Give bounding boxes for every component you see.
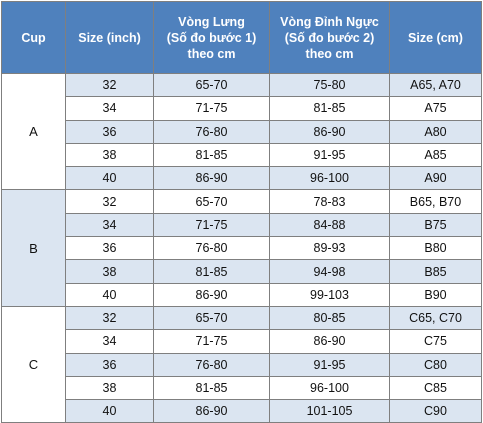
cell-vong-lung: 86-90 (153, 166, 270, 191)
header-size-cm: Size (cm) (389, 1, 482, 74)
cell-vong-nguc: 81-85 (269, 96, 390, 121)
table-body: A 32 65-70 75-80 A65, A70 34 71-75 81-85… (1, 72, 482, 423)
cell-size-cm: B80 (389, 236, 482, 261)
table-row: B 32 65-70 78-83 B65, B70 (1, 189, 482, 307)
cell-vong-nguc: 91-95 (269, 142, 390, 168)
cell-vong-nguc: 101-105 (269, 399, 390, 423)
table-row: 36 76-80 91-95 C80 (2, 352, 482, 377)
cell-vong-lung: 81-85 (153, 259, 270, 284)
cell-size-cm: C75 (389, 329, 482, 354)
table-row: 40 86-90 99-103 B90 (2, 282, 482, 307)
cell-inch: 40 (65, 399, 154, 423)
cell-size-cm: B75 (389, 212, 482, 238)
cell-size-cm: A85 (389, 142, 482, 168)
cell-size-cm: C90 (389, 399, 482, 423)
cell-vong-lung: 65-70 (153, 72, 270, 98)
header-vong-lung-line: (Số đo bước 1) (166, 30, 257, 45)
cell-vong-lung: 65-70 (153, 305, 270, 331)
cell-size-cm: A65, A70 (389, 72, 482, 98)
cell-vong-nguc: 75-80 (269, 72, 390, 98)
cell-inch: 34 (65, 329, 154, 354)
cell-vong-nguc: 78-83 (269, 189, 390, 214)
cell-size-cm: B65, B70 (389, 189, 482, 214)
cell-vong-nguc: 86-90 (269, 329, 390, 354)
table-row: 38 81-85 96-100 C85 (2, 375, 482, 401)
cell-size-cm: A75 (389, 96, 482, 121)
table-row: 34 71-75 81-85 A75 (2, 96, 482, 121)
cell-vong-nguc: 86-90 (269, 119, 390, 144)
cell-inch: 32 (65, 189, 154, 214)
cell-vong-lung: 86-90 (153, 282, 270, 307)
cell-vong-nguc: 94-98 (269, 259, 390, 284)
table-row: 38 81-85 94-98 B85 (2, 259, 482, 284)
cell-vong-nguc: 96-100 (269, 166, 390, 191)
table-row: 36 76-80 89-93 B80 (2, 236, 482, 261)
cell-vong-lung: 76-80 (153, 236, 270, 261)
header-vong-lung-line: Vòng Lưng (178, 14, 245, 29)
cell-vong-lung: 71-75 (153, 96, 270, 121)
cell-vong-nguc: 91-95 (269, 352, 390, 377)
header-vong-dinh-nguc: Vòng Đỉnh Ngực (Số đo bước 2) theo cm (269, 1, 390, 74)
cell-inch: 34 (65, 96, 154, 121)
cell-inch: 36 (65, 352, 154, 377)
cup-cell: C (1, 305, 66, 423)
table-row: 40 86-90 101-105 C90 (2, 399, 482, 423)
cell-inch: 32 (65, 72, 154, 98)
cup-cell: A (1, 72, 66, 191)
cell-inch: 36 (65, 119, 154, 144)
cell-vong-nguc: 80-85 (269, 305, 390, 331)
table-row: 38 81-85 91-95 A85 (2, 142, 482, 168)
cell-size-cm: B85 (389, 259, 482, 284)
table-row: 40 86-90 96-100 A90 (2, 166, 482, 191)
cell-vong-lung: 65-70 (153, 189, 270, 214)
cell-size-cm: A90 (389, 166, 482, 191)
header-vong-lung: Vòng Lưng (Số đo bước 1) theo cm (153, 1, 270, 74)
header-cup: Cup (1, 1, 66, 74)
cell-vong-lung: 71-75 (153, 212, 270, 238)
cell-size-cm: B90 (389, 282, 482, 307)
cup-cell: B (1, 189, 66, 307)
cell-inch: 40 (65, 282, 154, 307)
cell-size-cm: A80 (389, 119, 482, 144)
header-size-inch: Size (inch) (65, 1, 154, 74)
table-row: C 32 65-70 80-85 C65, C70 (1, 305, 482, 423)
table-row: 34 71-75 84-88 B75 (2, 212, 482, 238)
cell-vong-lung: 71-75 (153, 329, 270, 354)
cell-inch: 36 (65, 236, 154, 261)
cell-vong-lung: 86-90 (153, 399, 270, 423)
cell-inch: 38 (65, 375, 154, 401)
cell-inch: 34 (65, 212, 154, 238)
cell-vong-lung: 81-85 (153, 142, 270, 168)
cell-vong-nguc: 99-103 (269, 282, 390, 307)
cell-inch: 38 (65, 259, 154, 284)
header-vong-dinh-nguc-line: theo cm (305, 46, 354, 61)
header-vong-dinh-nguc-line: Vòng Đỉnh Ngực (280, 14, 379, 29)
table-row: A 32 65-70 75-80 A65, A70 (1, 72, 482, 191)
header-vong-dinh-nguc-line: (Số đo bước 2) (284, 30, 375, 45)
table-row: 34 71-75 86-90 C75 (2, 329, 482, 354)
cell-size-cm: C85 (389, 375, 482, 401)
cell-vong-lung: 76-80 (153, 119, 270, 144)
cell-vong-lung: 76-80 (153, 352, 270, 377)
cell-vong-nguc: 96-100 (269, 375, 390, 401)
cell-inch: 40 (65, 166, 154, 191)
cell-size-cm: C65, C70 (389, 305, 482, 331)
cell-size-cm: C80 (389, 352, 482, 377)
cell-vong-nguc: 84-88 (269, 212, 390, 238)
table-row: 36 76-80 86-90 A80 (2, 119, 482, 144)
cell-vong-lung: 81-85 (153, 375, 270, 401)
header-row: Cup Size (inch) Vòng Lưng (Số đo bước 1)… (1, 1, 482, 74)
header-vong-lung-line: theo cm (187, 46, 236, 61)
cell-vong-nguc: 89-93 (269, 236, 390, 261)
cell-inch: 38 (65, 142, 154, 168)
cell-inch: 32 (65, 305, 154, 331)
